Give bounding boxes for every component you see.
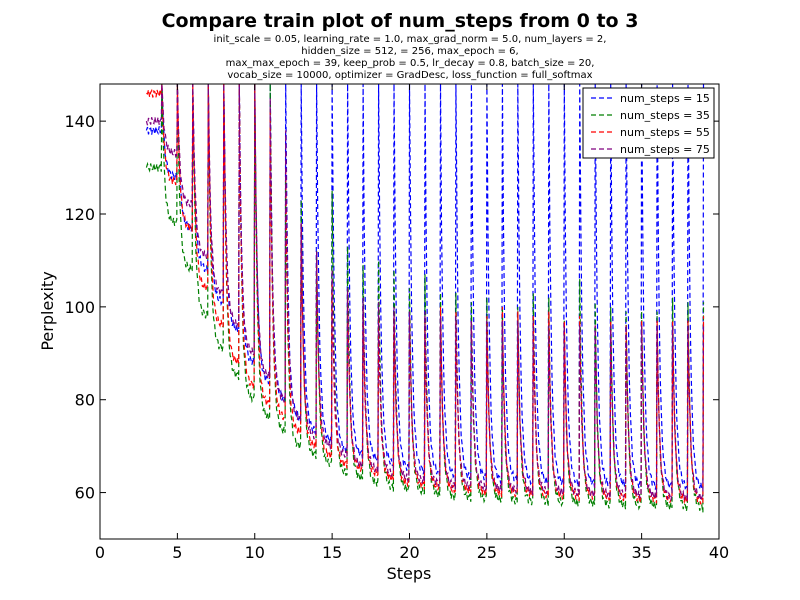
chart-subtitle-line-4: vocab_size = 10000, optimizer = GradDesc…: [227, 70, 592, 81]
legend-label-4: num_steps = 75: [620, 143, 710, 156]
chart-subtitle-line-3: max_max_epoch = 39, keep_prob = 0.5, lr_…: [226, 58, 595, 69]
y-tick-label: 60: [75, 484, 95, 503]
series-line-4: [145, 84, 705, 502]
y-axis-label: Perplexity: [38, 271, 57, 350]
chart-subtitle-line-2: hidden_size = 512, = 256, max_epoch = 6,: [301, 46, 518, 57]
x-tick-label: 35: [631, 543, 651, 562]
x-tick-label: 5: [172, 543, 182, 562]
legend-label-2: num_steps = 35: [620, 109, 710, 122]
x-tick-label: 10: [245, 543, 265, 562]
ticks-layer: 0 5 10 15 20 25 30 35 40 60 80 100 120 140: [64, 84, 729, 562]
x-tick-label: 25: [477, 543, 497, 562]
legend-label-3: num_steps = 55: [620, 126, 710, 139]
y-tick-label: 100: [64, 298, 95, 317]
series-layer: [145, 84, 705, 513]
x-tick-label: 20: [399, 543, 419, 562]
y-tick-label: 80: [75, 391, 95, 410]
series-line-2: [145, 84, 705, 513]
x-tick-label: 15: [322, 543, 342, 562]
chart-title: Compare train plot of num_steps from 0 t…: [162, 10, 639, 32]
y-tick-label: 120: [64, 205, 95, 224]
y-tick-label: 140: [64, 112, 95, 131]
chart-subtitle-line-1: init_scale = 0.05, learning_rate = 1.0, …: [214, 34, 607, 45]
legend-label-1: num_steps = 15: [620, 92, 710, 105]
x-tick-label: 40: [709, 543, 729, 562]
x-tick-label: 0: [95, 543, 105, 562]
legend: num_steps = 15 num_steps = 35 num_steps = …: [582, 87, 715, 159]
x-tick-label: 30: [554, 543, 574, 562]
plot-area-frame: [99, 83, 720, 540]
legend-box: [582, 87, 715, 159]
x-axis-label: Steps: [387, 564, 432, 583]
